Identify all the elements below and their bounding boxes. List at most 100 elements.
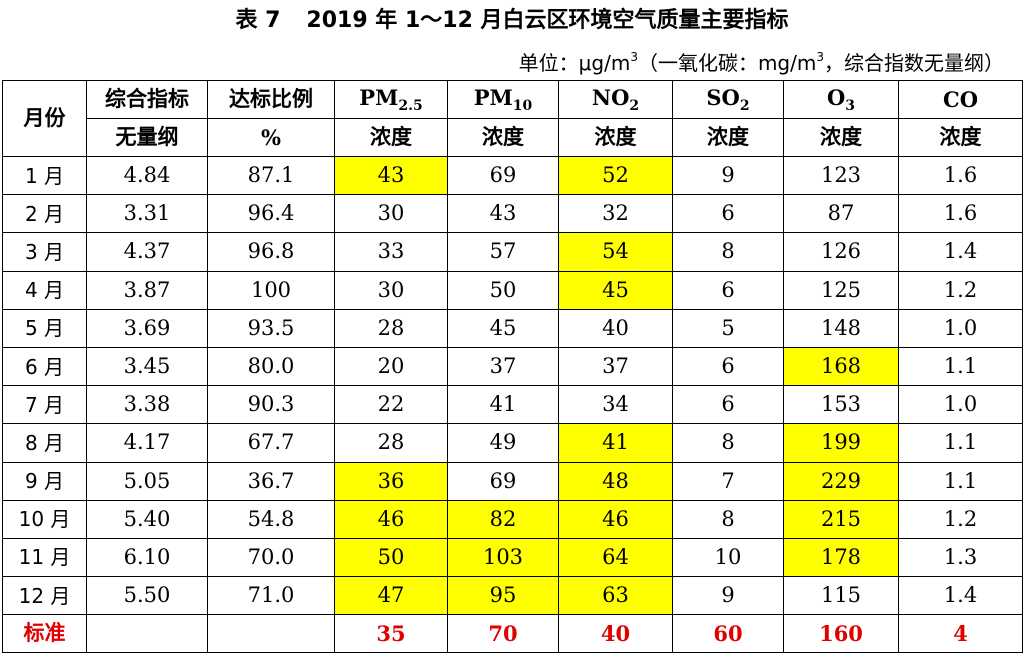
- cell-pm10: 69: [447, 155, 559, 196]
- cell-o3: 87: [783, 194, 899, 234]
- cell-no2: 48: [558, 461, 673, 501]
- cell-composite: 4.17: [86, 423, 208, 463]
- cell-o3: 148: [783, 308, 899, 348]
- header-conc-pm10: 浓度: [447, 118, 559, 157]
- cell-pm10: 41: [447, 385, 559, 425]
- cell-so2: 6: [672, 194, 784, 234]
- header-so2: SO2: [672, 80, 784, 119]
- cell-pm10: 103: [447, 537, 559, 578]
- unit-note: 单位：μg/m3（一氧化碳：mg/m3，综合指数无量纲）: [518, 50, 1004, 75]
- header-conc-no2: 浓度: [558, 118, 673, 157]
- cell-co: 1.0: [898, 308, 1023, 348]
- cell-pm10: 43: [447, 194, 559, 234]
- cell-pm10: 37: [447, 346, 559, 387]
- cell-ratio: 70.0: [207, 537, 335, 578]
- standard-so2: 60: [672, 614, 784, 654]
- cell-so2: 9: [672, 576, 784, 616]
- standard-pm10: 70: [447, 614, 559, 654]
- header-conc-pm25: 浓度: [334, 118, 448, 157]
- cell-no2: 46: [558, 499, 673, 539]
- standard-composite: [86, 614, 208, 654]
- cell-no2: 32: [558, 194, 673, 234]
- cell-month: 11 月: [2, 537, 87, 578]
- cell-composite: 3.87: [86, 270, 208, 310]
- cell-co: 1.1: [898, 461, 1023, 501]
- standard-pm25: 35: [334, 614, 448, 654]
- cell-co: 1.0: [898, 385, 1023, 425]
- cell-month: 6 月: [2, 346, 87, 387]
- header-ratio-unit: %: [207, 118, 335, 157]
- cell-co: 1.1: [898, 423, 1023, 463]
- cell-composite: 3.31: [86, 194, 208, 234]
- cell-no2: 34: [558, 385, 673, 425]
- cell-so2: 6: [672, 385, 784, 425]
- table-row: 7 月 3.38 90.3 22 41 34 6 153 1.0: [2, 385, 1023, 425]
- cell-so2: 8: [672, 423, 784, 463]
- table-row: 3 月 4.37 96.8 33 57 54 8 126 1.4: [2, 232, 1023, 272]
- cell-no2: 40: [558, 308, 673, 348]
- cell-pm10: 50: [447, 270, 559, 310]
- cell-composite: 4.84: [86, 155, 208, 196]
- header-composite-unit: 无量纲: [86, 118, 208, 157]
- header-month: 月份: [2, 80, 87, 157]
- cell-pm10: 49: [447, 423, 559, 463]
- standard-o3: 160: [783, 614, 899, 654]
- table-row: 12 月 5.50 71.0 47 95 63 9 115 1.4: [2, 576, 1023, 616]
- cell-month: 3 月: [2, 232, 87, 272]
- cell-o3: 126: [783, 232, 899, 272]
- cell-pm10: 95: [447, 576, 559, 616]
- header-conc-co: 浓度: [898, 118, 1023, 157]
- cell-co: 1.1: [898, 346, 1023, 387]
- cell-o3: 178: [783, 537, 899, 578]
- header-row-1: 月份 综合指标 达标比例 PM2.5 PM10 NO2 SO2 O3 CO: [2, 80, 1023, 157]
- cell-pm10: 69: [447, 461, 559, 501]
- table-number: 表 7: [235, 8, 281, 33]
- cell-month: 10 月: [2, 499, 87, 539]
- standard-ratio: [207, 614, 335, 654]
- cell-ratio: 36.7: [207, 461, 335, 501]
- cell-pm25: 28: [334, 308, 448, 348]
- table-title-text: 2019 年 1～12 月白云区环境空气质量主要指标: [306, 8, 789, 33]
- air-quality-table: 月份 综合指标 达标比例 PM2.5 PM10 NO2 SO2 O3 CO 无量…: [2, 80, 1023, 654]
- cell-composite: 3.38: [86, 385, 208, 425]
- cell-no2: 52: [558, 155, 673, 196]
- cell-ratio: 90.3: [207, 385, 335, 425]
- cell-ratio: 93.5: [207, 308, 335, 348]
- cell-pm25: 47: [334, 576, 448, 616]
- cell-pm25: 43: [334, 155, 448, 196]
- table-row: 4 月 3.87 100 30 50 45 6 125 1.2: [2, 270, 1023, 310]
- cell-ratio: 67.7: [207, 423, 335, 463]
- cell-pm25: 28: [334, 423, 448, 463]
- table-row: 6 月 3.45 80.0 20 37 37 6 168 1.1: [2, 346, 1023, 387]
- cell-ratio: 80.0: [207, 346, 335, 387]
- table-row: 5 月 3.69 93.5 28 45 40 5 148 1.0: [2, 308, 1023, 348]
- header-composite: 综合指标: [86, 80, 208, 119]
- cell-o3: 123: [783, 155, 899, 196]
- cell-o3: 115: [783, 576, 899, 616]
- cell-co: 1.2: [898, 270, 1023, 310]
- cell-o3: 125: [783, 270, 899, 310]
- cell-co: 1.4: [898, 232, 1023, 272]
- cell-ratio: 100: [207, 270, 335, 310]
- cell-pm25: 33: [334, 232, 448, 272]
- cell-ratio: 96.8: [207, 232, 335, 272]
- cell-pm25: 50: [334, 537, 448, 578]
- cell-composite: 4.37: [86, 232, 208, 272]
- header-conc-o3: 浓度: [783, 118, 899, 157]
- cell-o3: 229: [783, 461, 899, 501]
- table-row: 1 月 4.84 87.1 43 69 52 9 123 1.6: [2, 155, 1023, 196]
- cell-no2: 37: [558, 346, 673, 387]
- cell-co: 1.4: [898, 576, 1023, 616]
- cell-pm25: 30: [334, 270, 448, 310]
- cell-no2: 63: [558, 576, 673, 616]
- cell-no2: 45: [558, 270, 673, 310]
- cell-so2: 8: [672, 499, 784, 539]
- table-row: 8 月 4.17 67.7 28 49 41 8 199 1.1: [2, 423, 1023, 463]
- cell-so2: 5: [672, 308, 784, 348]
- cell-ratio: 54.8: [207, 499, 335, 539]
- cell-pm25: 36: [334, 461, 448, 501]
- cell-composite: 3.45: [86, 346, 208, 387]
- cell-composite: 5.40: [86, 499, 208, 539]
- table-row: 2 月 3.31 96.4 30 43 32 6 87 1.6: [2, 194, 1023, 234]
- cell-month: 8 月: [2, 423, 87, 463]
